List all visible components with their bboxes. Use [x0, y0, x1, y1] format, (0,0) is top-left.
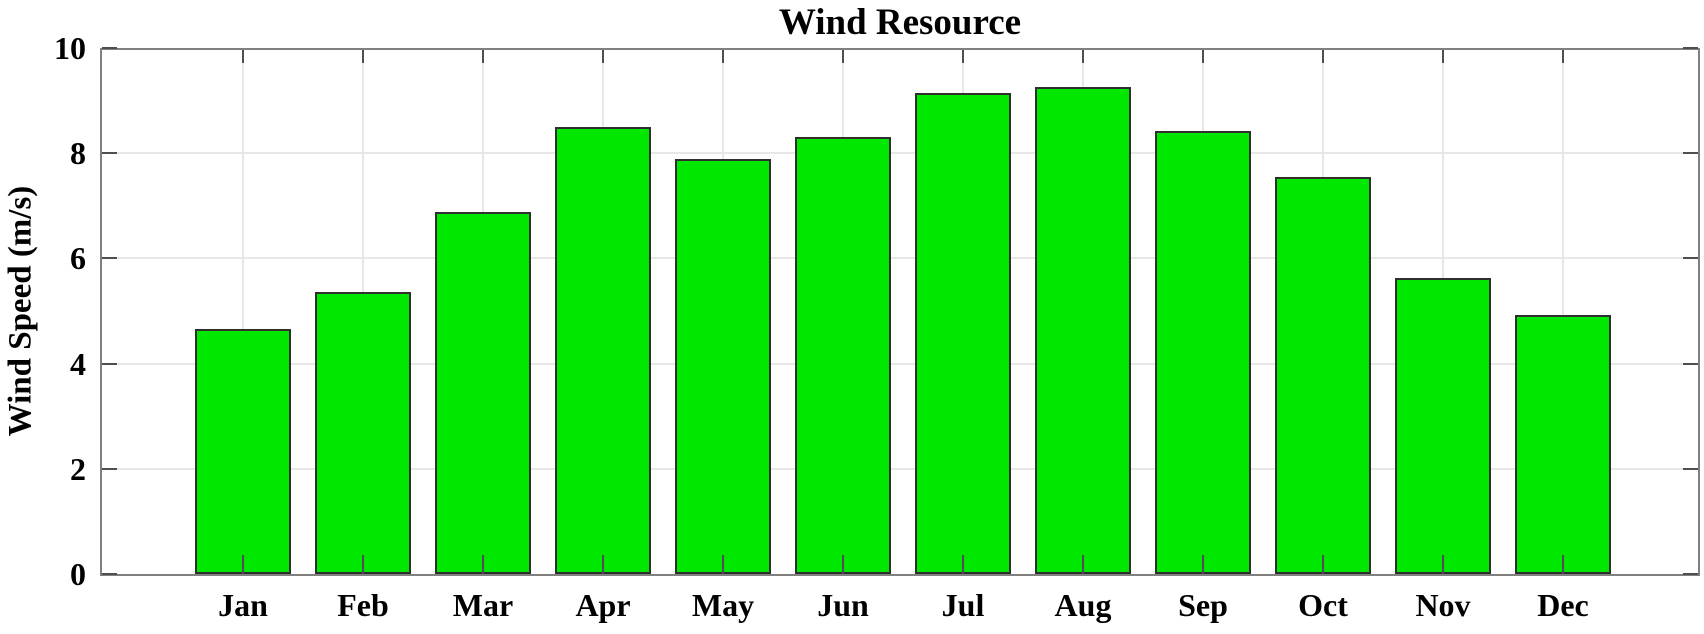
- x-tick-label-apr: Apr: [575, 587, 631, 623]
- x-tick-label-jan: Jan: [218, 587, 268, 623]
- bar-jul: [915, 93, 1011, 574]
- x-tick-label-dec: Dec: [1537, 587, 1589, 623]
- bar-sep: [1155, 131, 1251, 574]
- y-axis-label: Wind Speed (m/s): [2, 185, 39, 437]
- bar-jan: [195, 329, 291, 574]
- x-tick-label-sep: Sep: [1178, 587, 1228, 623]
- x-tick-top: [242, 50, 244, 63]
- y-tick-right: [1683, 152, 1698, 154]
- x-tick-top: [1202, 50, 1204, 63]
- x-tick-bottom: [1562, 555, 1564, 574]
- y-tick-left: [102, 152, 117, 154]
- x-tick-label-oct: Oct: [1298, 587, 1348, 623]
- bar-may: [675, 159, 771, 574]
- bar-apr: [555, 127, 651, 574]
- x-tick-top: [1562, 50, 1564, 63]
- x-tick-bottom: [602, 555, 604, 574]
- x-tick-bottom: [1442, 555, 1444, 574]
- y-tick-right: [1683, 257, 1698, 259]
- x-tick-label-feb: Feb: [337, 587, 389, 623]
- x-tick-bottom: [1322, 555, 1324, 574]
- h-gridline: [102, 468, 1698, 470]
- x-tick-label-mar: Mar: [452, 587, 514, 623]
- bar-jun: [795, 137, 891, 574]
- y-tick-label: 10: [54, 30, 86, 66]
- v-gridline: [1562, 50, 1564, 574]
- x-tick-label-nov: Nov: [1415, 587, 1471, 623]
- bar-mar: [435, 212, 531, 574]
- x-tick-top: [842, 50, 844, 63]
- bar-dec: [1515, 315, 1611, 574]
- y-tick-right: [1683, 573, 1698, 575]
- x-tick-top: [482, 50, 484, 63]
- y-tick-label: 6: [70, 240, 86, 276]
- y-tick-left: [102, 468, 117, 470]
- bar-aug: [1035, 87, 1131, 574]
- x-tick-bottom: [482, 555, 484, 574]
- y-tick-left: [102, 573, 117, 575]
- bar-nov: [1395, 278, 1491, 574]
- y-tick-left: [102, 257, 117, 259]
- y-tick-right: [1683, 468, 1698, 470]
- x-tick-bottom: [722, 555, 724, 574]
- x-tick-bottom: [842, 555, 844, 574]
- x-tick-top: [602, 50, 604, 63]
- h-gridline: [102, 363, 1698, 365]
- h-gridline: [102, 152, 1698, 154]
- x-tick-bottom: [1082, 555, 1084, 574]
- bar-oct: [1275, 177, 1371, 574]
- x-tick-bottom: [962, 555, 964, 574]
- x-tick-label-jul: Jul: [941, 587, 985, 623]
- v-gridline: [242, 50, 244, 574]
- y-tick-right: [1683, 47, 1698, 49]
- y-tick-left: [102, 47, 117, 49]
- axis-box: [100, 48, 1700, 576]
- x-tick-bottom: [362, 555, 364, 574]
- x-tick-top: [962, 50, 964, 63]
- y-tick-label: 4: [70, 346, 86, 382]
- h-gridline: [102, 257, 1698, 259]
- x-tick-label-may: May: [691, 587, 755, 623]
- chart-title: Wind Resource: [778, 2, 1022, 43]
- x-tick-top: [1082, 50, 1084, 63]
- y-tick-label: 2: [70, 451, 86, 487]
- y-tick-label: 8: [70, 135, 86, 171]
- y-tick-left: [102, 363, 117, 365]
- x-tick-bottom: [242, 555, 244, 574]
- x-tick-top: [1322, 50, 1324, 63]
- x-tick-bottom: [1202, 555, 1204, 574]
- y-tick-label: 0: [70, 556, 86, 592]
- x-tick-label-jun: Jun: [817, 587, 869, 623]
- y-tick-right: [1683, 363, 1698, 365]
- x-tick-top: [362, 50, 364, 63]
- x-tick-top: [722, 50, 724, 63]
- x-tick-top: [1442, 50, 1444, 63]
- x-tick-label-aug: Aug: [1054, 587, 1112, 623]
